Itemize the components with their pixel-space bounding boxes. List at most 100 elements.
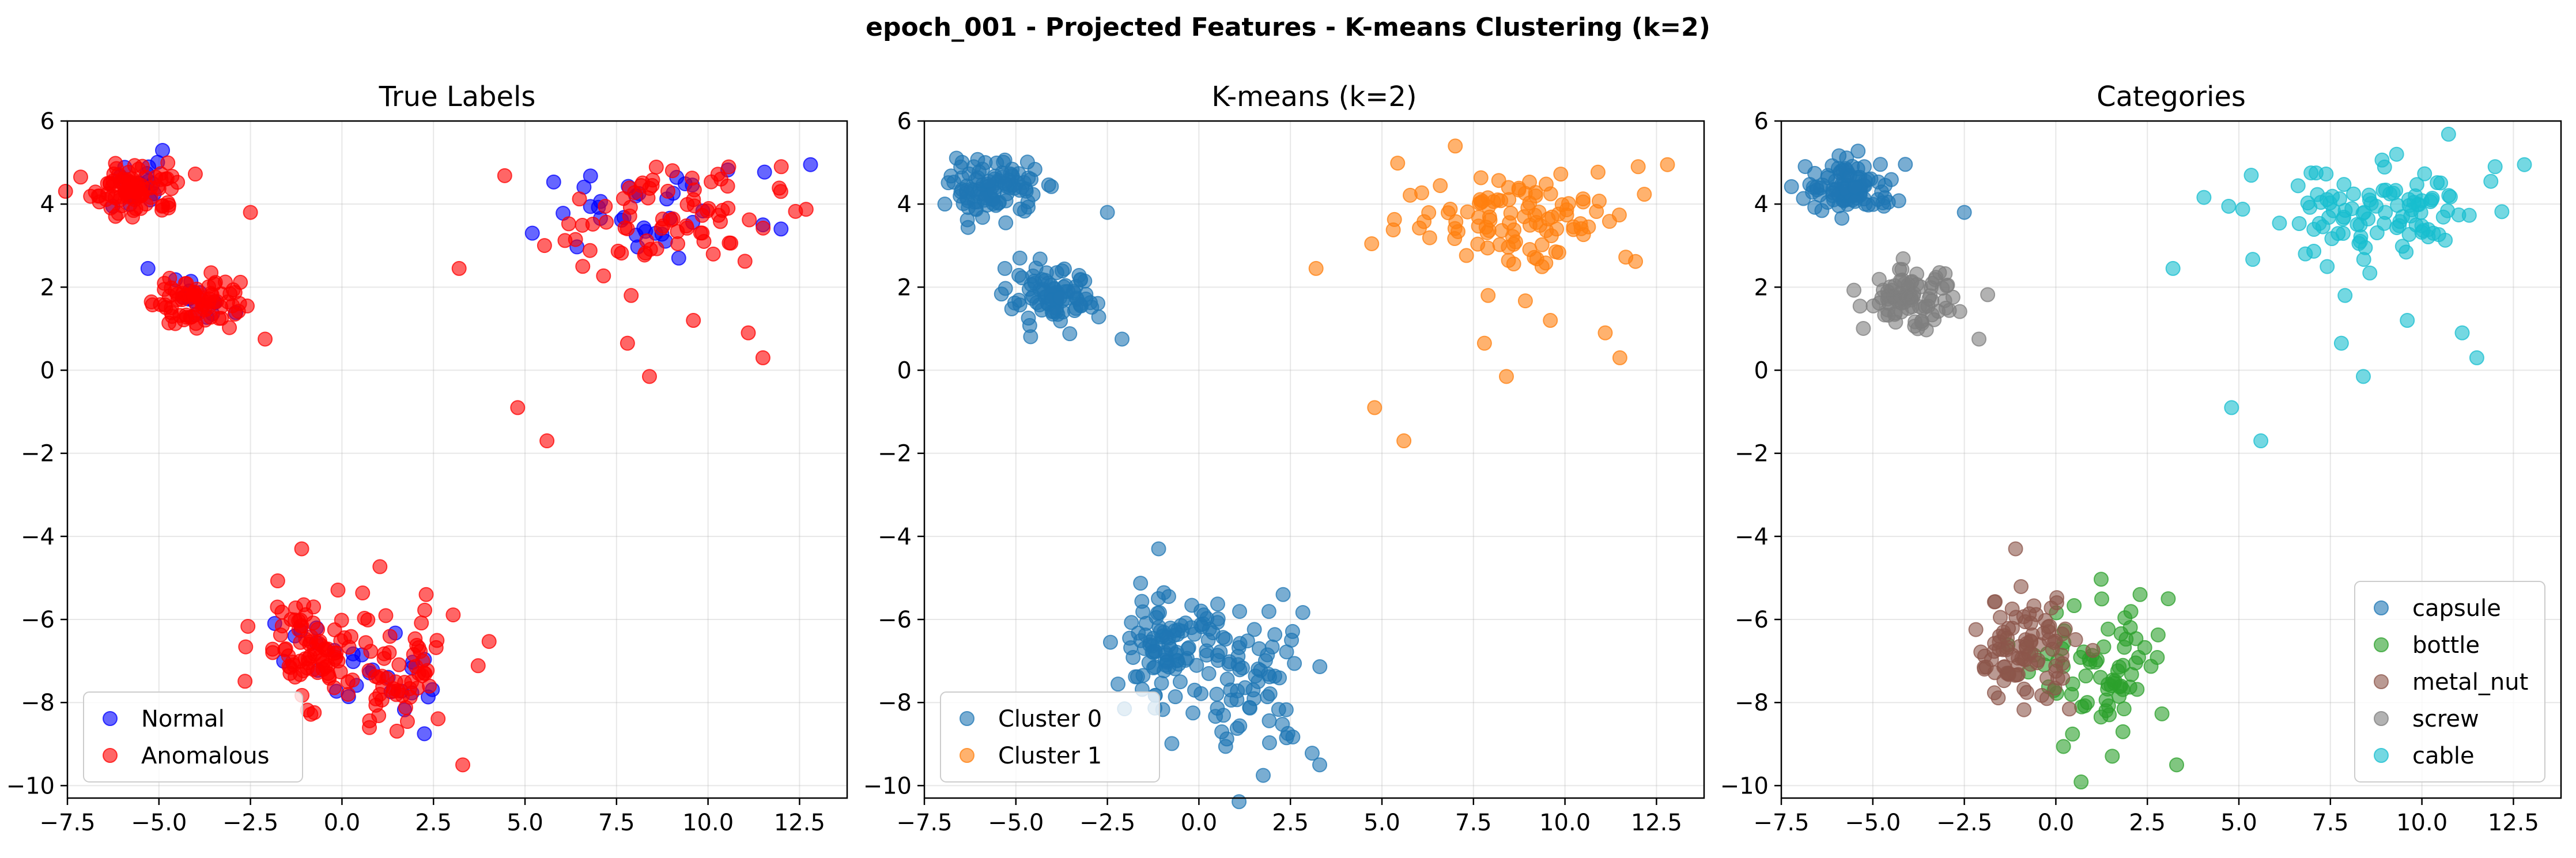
series-metal-nut — [1968, 541, 2101, 717]
scatter-point — [1618, 250, 1634, 265]
scatter-point — [1044, 179, 1059, 194]
y-tick-label: 6 — [40, 108, 55, 135]
y-tick-label: −8 — [1735, 690, 1769, 716]
x-tick-label: −2.5 — [222, 810, 278, 836]
scatter-point — [1937, 293, 1952, 308]
scatter-point — [2409, 177, 2424, 192]
y-tick-label: −2 — [878, 441, 912, 467]
scatter-point — [624, 288, 639, 303]
scatter-point — [2300, 195, 2316, 211]
scatter-point — [1232, 604, 1248, 619]
scatter-point — [2401, 226, 2417, 242]
scatter-point — [1021, 170, 1036, 186]
scatter-point — [376, 651, 392, 666]
scatter-point — [345, 672, 360, 688]
scatter-point — [2000, 630, 2015, 646]
x-tick-label: 5.0 — [1363, 810, 1400, 836]
scatter-point — [561, 216, 576, 232]
x-tick-label: 10.0 — [1539, 810, 1591, 836]
y-tick-label: −10 — [6, 773, 55, 799]
scatter-point — [379, 671, 395, 686]
scatter-point — [755, 350, 770, 365]
scatter-point — [345, 654, 361, 670]
scatter-point — [2243, 168, 2259, 183]
x-tick-label: 5.0 — [507, 810, 543, 836]
scatter-point — [388, 687, 404, 702]
scatter-point — [315, 662, 331, 677]
series-anomalous — [58, 155, 814, 773]
scatter-point — [1784, 179, 1799, 194]
scatter-point — [664, 163, 680, 179]
scatter-point — [455, 757, 471, 773]
legend-label: Cluster 0 — [998, 706, 1102, 732]
scatter-point — [213, 299, 229, 315]
scatter-point — [2355, 369, 2371, 384]
y-tick-label: 0 — [1754, 358, 1769, 384]
scatter-point — [1312, 757, 1328, 773]
panel-true-labels: True Labels −7.5 −5.0 −2.5 0.0 2.5 5.0 7.5 10.0 1… — [6, 81, 848, 836]
scatter-point — [997, 260, 1013, 276]
scatter-point — [1630, 159, 1646, 175]
y-tick-label: −4 — [1735, 524, 1769, 550]
y-tick-label: 0 — [897, 358, 912, 384]
scatter-point — [1891, 193, 1906, 209]
scatter-point — [1522, 241, 1538, 257]
scatter-point — [663, 212, 679, 228]
scatter-point — [1417, 214, 1432, 229]
scatter-point — [2346, 186, 2362, 202]
scatter-point — [1956, 205, 1972, 220]
scatter-point — [2331, 226, 2346, 241]
scatter-point — [981, 173, 996, 189]
series-cluster-1 — [1308, 138, 1675, 449]
scatter-point — [222, 286, 238, 301]
scatter-point — [1612, 350, 1627, 365]
scatter-point — [133, 188, 149, 204]
scatter-point — [155, 198, 171, 213]
scatter-point — [2065, 726, 2080, 742]
scatter-point — [524, 225, 540, 241]
scatter-point — [1073, 272, 1089, 288]
axes-frame — [66, 120, 848, 799]
scatter-point — [1210, 700, 1225, 716]
scatter-point — [1573, 221, 1589, 236]
x-tick-label: −5.0 — [988, 810, 1044, 836]
scatter-point — [1187, 682, 1202, 698]
scatter-point — [1013, 201, 1028, 217]
x-tick-label: 12.5 — [2488, 810, 2539, 836]
scatter-point — [2105, 749, 2120, 764]
scatter-point — [1066, 284, 1081, 299]
x-tick-label: −7.5 — [1753, 810, 1809, 836]
scatter-point — [1476, 335, 1492, 351]
scatter-point — [1561, 196, 1576, 211]
scatter-point — [2401, 198, 2417, 213]
scatter-point — [648, 159, 664, 175]
scatter-point — [203, 309, 218, 325]
y-tick-label: 6 — [897, 108, 912, 135]
x-tick-label: −5.0 — [1845, 810, 1901, 836]
scatter-point — [1820, 168, 1835, 183]
scatter-point — [1931, 304, 1946, 319]
scatter-point — [1968, 622, 1984, 637]
scatter-point — [1973, 644, 1989, 660]
y-tick-label: −2 — [1735, 441, 1769, 467]
x-tick-label: −7.5 — [39, 810, 95, 836]
scatter-point — [1261, 735, 1277, 751]
scatter-point — [1218, 739, 1233, 754]
scatter-point — [1261, 604, 1276, 619]
scatter-point — [2224, 400, 2239, 415]
scatter-point — [2351, 236, 2367, 251]
y-tick-label: −4 — [878, 524, 912, 550]
scatter-point — [2399, 244, 2414, 260]
scatter-point — [1601, 214, 1617, 229]
y-tick-label: 0 — [40, 358, 55, 384]
scatter-point — [1308, 260, 1324, 276]
scatter-point — [1124, 615, 1139, 630]
y-axis: −10 −8 −6 −4 −2 0 2 4 6 — [1720, 108, 1781, 799]
scatter-point — [1011, 267, 1026, 283]
y-tick-label: −8 — [21, 690, 55, 716]
scatter-point — [481, 634, 497, 649]
scatter-point — [362, 720, 377, 735]
scatter-point — [1971, 331, 1987, 347]
scatter-point — [2105, 672, 2121, 688]
legend-label: metal_nut — [2412, 669, 2528, 696]
